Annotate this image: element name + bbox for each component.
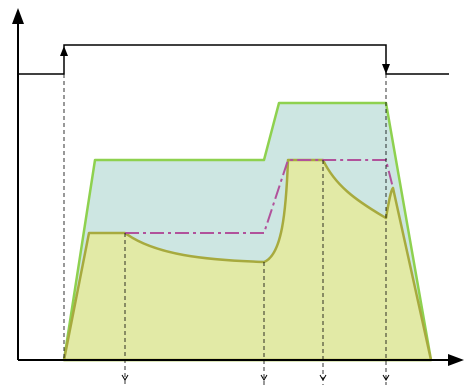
marker-1 xyxy=(121,374,129,381)
y-axis-arrow-icon xyxy=(12,8,24,24)
marker-4 xyxy=(382,374,390,381)
signal-rise-arrow-icon xyxy=(60,46,68,56)
x-axis-arrow-icon xyxy=(448,354,464,366)
axis-markers xyxy=(121,374,390,381)
inner-profile-area xyxy=(62,158,433,362)
signal-fall-arrow-icon xyxy=(382,64,390,74)
marker-3 xyxy=(319,374,327,381)
marker-2 xyxy=(260,374,268,381)
control-signal-waveform xyxy=(18,44,449,75)
setpoint-dashed-line xyxy=(125,159,394,234)
